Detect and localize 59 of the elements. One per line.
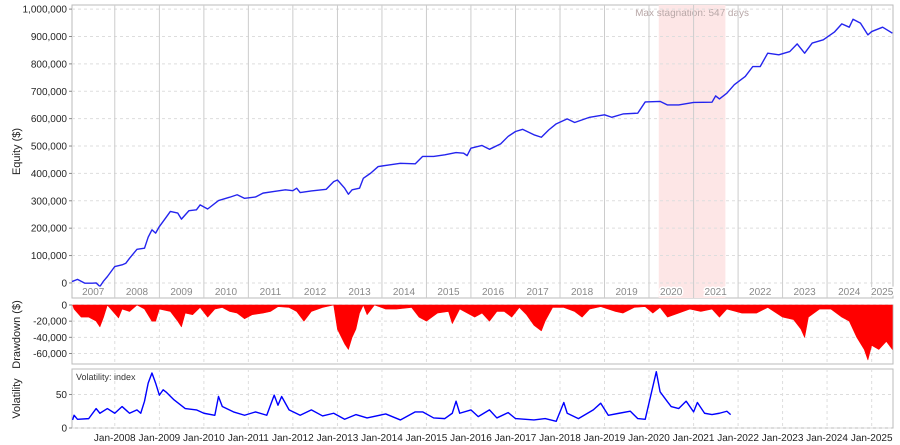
- x-tick-label: 2010: [214, 287, 238, 298]
- x-tick-label: Jan-2015: [406, 433, 448, 444]
- x-tick-label: 2013: [348, 287, 372, 298]
- x-tick-label: 2012: [304, 287, 327, 298]
- y-tick-label: 0: [61, 424, 68, 434]
- y-tick-label: 0: [61, 300, 68, 312]
- x-tick-label: 2008: [126, 287, 149, 298]
- x-tick-label: Jan-2025: [850, 433, 893, 444]
- y-tick-label: -20,000: [33, 316, 68, 328]
- y-axis-title: Volatility: [11, 378, 23, 419]
- y-tick-label: 50: [56, 390, 68, 401]
- y-tick-label: 400,000: [30, 168, 68, 180]
- y-tick-label: -60,000: [33, 348, 68, 360]
- annotation: Volatility: index: [76, 372, 136, 382]
- x-tick-label: 2021: [704, 287, 728, 298]
- line-series: [71, 18, 894, 288]
- x-tick-label: Jan-2022: [717, 433, 760, 444]
- x-tick-label: Jan-2017: [494, 433, 537, 444]
- y-tick-label: 1,000,000: [22, 4, 68, 16]
- y-tick-label: 600,000: [30, 114, 68, 126]
- x-tick-label: Jan-2021: [672, 433, 715, 444]
- y-tick-label: 200,000: [30, 224, 68, 235]
- y-tick-label: 100,000: [30, 251, 68, 262]
- x-tick-label: 2009: [170, 287, 194, 298]
- x-tick-label: 2020: [660, 287, 683, 298]
- x-tick-label: Jan-2016: [450, 433, 492, 444]
- x-tick-label: 2011: [260, 287, 282, 298]
- x-tick-label: 2018: [570, 287, 594, 298]
- y-tick-label: 700,000: [30, 86, 68, 98]
- y-axis-title: Drawdown ($): [11, 300, 23, 369]
- x-tick-label: Jan-2020: [628, 433, 670, 444]
- x-tick-label: Jan-2018: [539, 433, 582, 444]
- x-tick-label: Jan-2011: [228, 433, 270, 444]
- x-tick-label: Jan-2013: [316, 433, 359, 444]
- x-tick-label: 2007: [82, 287, 105, 298]
- y-tick-label: -40,000: [33, 332, 68, 344]
- y-tick-label: 0: [61, 278, 68, 290]
- x-tick-label: 2014: [392, 287, 416, 298]
- x-tick-label: Jan-2009: [138, 433, 181, 444]
- y-tick-label: 300,000: [30, 196, 68, 208]
- x-tick-label: Jan-2014: [361, 433, 404, 444]
- y-tick-label: 900,000: [30, 32, 68, 43]
- x-tick-label: Jan-2010: [183, 433, 226, 444]
- x-tick-label: Jan-2019: [584, 433, 626, 444]
- x-tick-label: 2022: [749, 287, 772, 298]
- y-axis-title: Equity ($): [11, 128, 23, 176]
- x-tick-label: Jan-2012: [272, 433, 314, 444]
- line-series: [72, 370, 732, 422]
- x-tick-label: 2015: [437, 287, 460, 298]
- x-tick-label: Jan-2008: [94, 433, 136, 444]
- x-tick-label: 2016: [482, 287, 505, 298]
- x-tick-label: 2024: [838, 287, 861, 298]
- y-tick-label: 500,000: [30, 142, 68, 153]
- x-tick-label: 2023: [794, 287, 816, 298]
- y-tick-label: 800,000: [30, 59, 68, 70]
- x-tick-label: Jan-2024: [806, 433, 848, 444]
- x-tick-label: 2017: [526, 287, 550, 298]
- x-tick-label: 2019: [615, 287, 638, 298]
- x-tick-label: Jan-2023: [762, 433, 804, 444]
